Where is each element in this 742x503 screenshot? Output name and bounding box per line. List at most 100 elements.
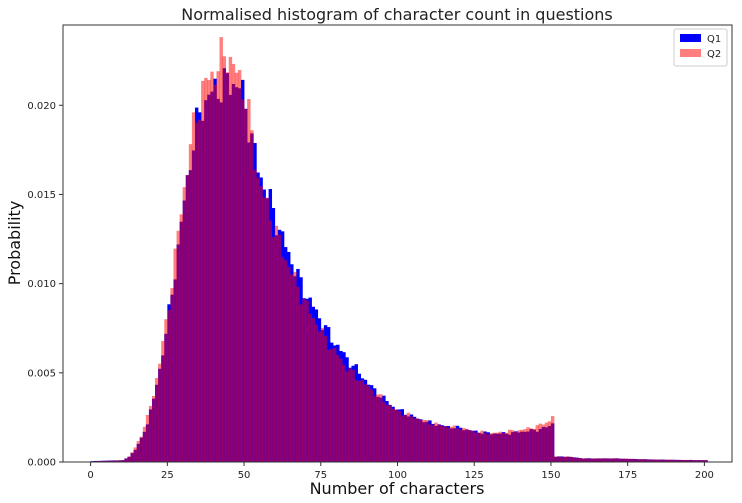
bar-q2 xyxy=(704,460,708,462)
bar-q2 xyxy=(667,459,671,462)
bar-q2 xyxy=(333,347,337,462)
bar-q2 xyxy=(164,319,168,462)
bar-q2 xyxy=(105,460,110,462)
bar-q2 xyxy=(409,416,414,462)
bar-q2 xyxy=(514,431,518,462)
bar-q2 xyxy=(458,429,463,462)
x-tick-label: 100 xyxy=(388,470,407,481)
bar-q2 xyxy=(121,460,125,462)
bar-q2 xyxy=(161,341,165,462)
bar-q2 xyxy=(695,460,699,462)
legend-label-q2: Q2 xyxy=(707,49,721,60)
x-tick-label: 125 xyxy=(465,470,484,481)
bar-q2 xyxy=(468,430,472,462)
bar-q2 xyxy=(173,248,177,462)
bar-q2 xyxy=(449,426,454,462)
bar-q2 xyxy=(554,456,558,462)
bar-q2 xyxy=(317,331,322,462)
bar-q2 xyxy=(480,430,484,462)
bar-q2 xyxy=(701,460,705,462)
chart-title: Normalised histogram of character count … xyxy=(181,5,613,24)
bar-q2 xyxy=(231,64,236,463)
bar-q2 xyxy=(639,459,644,462)
bar-q2 xyxy=(99,460,104,462)
bar-q2 xyxy=(578,458,582,462)
bar-q2 xyxy=(544,422,549,462)
bar-q2 xyxy=(342,364,346,462)
y-tick-label: 0.020 xyxy=(27,101,56,112)
bar-q2 xyxy=(259,186,263,462)
bar-q2 xyxy=(182,187,187,462)
bar-q2 xyxy=(388,405,392,462)
bar-q2 xyxy=(596,458,601,462)
legend-label-q1: Q1 xyxy=(707,34,721,45)
bar-q2 xyxy=(372,396,377,462)
bar-q2 xyxy=(148,405,153,462)
bar-q2 xyxy=(354,379,358,462)
bar-q2 xyxy=(477,432,481,462)
bar-q2 xyxy=(339,358,343,462)
bar-q2 xyxy=(191,112,196,462)
bar-q2 xyxy=(584,458,589,462)
x-tick-label: 25 xyxy=(161,470,174,481)
bar-q2 xyxy=(127,456,131,462)
bar-q2 xyxy=(560,456,564,462)
bar-q2 xyxy=(145,414,150,462)
bar-q2 xyxy=(550,416,555,462)
bar-q2 xyxy=(130,452,134,462)
bar-q2 xyxy=(397,410,401,462)
bar-q2 xyxy=(308,313,312,462)
bar-q2 xyxy=(302,298,306,462)
bar-q2 xyxy=(538,423,543,462)
y-tick-label: 0.015 xyxy=(27,190,56,201)
bar-q2 xyxy=(403,414,408,462)
bar-q2 xyxy=(351,369,355,462)
bar-q2 xyxy=(437,424,441,462)
bar-q2 xyxy=(455,428,460,462)
bar-q2 xyxy=(329,348,334,462)
bar-q2 xyxy=(557,456,561,462)
bar-q2 xyxy=(661,459,665,462)
bar-q2 xyxy=(262,197,266,462)
bar-q2 xyxy=(394,409,398,462)
bar-q2 xyxy=(581,458,586,462)
bar-q2 xyxy=(446,427,451,462)
bar-q2 xyxy=(655,459,659,462)
bar-q2 xyxy=(452,425,457,462)
bar-q2 xyxy=(176,230,180,462)
bar-q2 xyxy=(240,99,245,462)
x-axis-label: Number of characters xyxy=(310,479,485,498)
bar-q2 xyxy=(615,458,619,462)
bar-q2 xyxy=(323,335,328,462)
bar-q2 xyxy=(440,426,444,462)
bar-q2 xyxy=(425,420,429,462)
bar-q2 xyxy=(643,459,647,462)
bar-q2 xyxy=(658,459,662,462)
bar-q2 xyxy=(314,324,319,462)
y-tick-label: 0.005 xyxy=(27,368,56,379)
bar-q2 xyxy=(422,419,426,462)
bar-q2 xyxy=(492,432,497,462)
bar-q2 xyxy=(504,432,509,462)
bar-q2 xyxy=(293,271,297,462)
bar-q2 xyxy=(360,379,365,462)
bar-q2 xyxy=(376,394,380,462)
bar-q2 xyxy=(363,384,368,462)
bar-q2 xyxy=(290,274,294,462)
bar-q2 xyxy=(529,428,533,462)
bar-q2 xyxy=(357,381,362,462)
bar-q2 xyxy=(250,130,254,462)
bar-q2 xyxy=(465,428,469,462)
bar-q2 xyxy=(489,433,493,462)
bar-q2 xyxy=(501,433,506,462)
bar-q2 xyxy=(590,458,595,462)
bar-q2 xyxy=(406,412,411,462)
bar-q2 xyxy=(679,459,684,462)
bar-q2 xyxy=(280,257,285,462)
bar-q2 xyxy=(348,368,352,462)
bar-q2 xyxy=(507,429,512,462)
bar-q2 xyxy=(283,260,288,462)
bar-q2 xyxy=(385,404,389,462)
x-tick-label: 150 xyxy=(541,470,560,481)
